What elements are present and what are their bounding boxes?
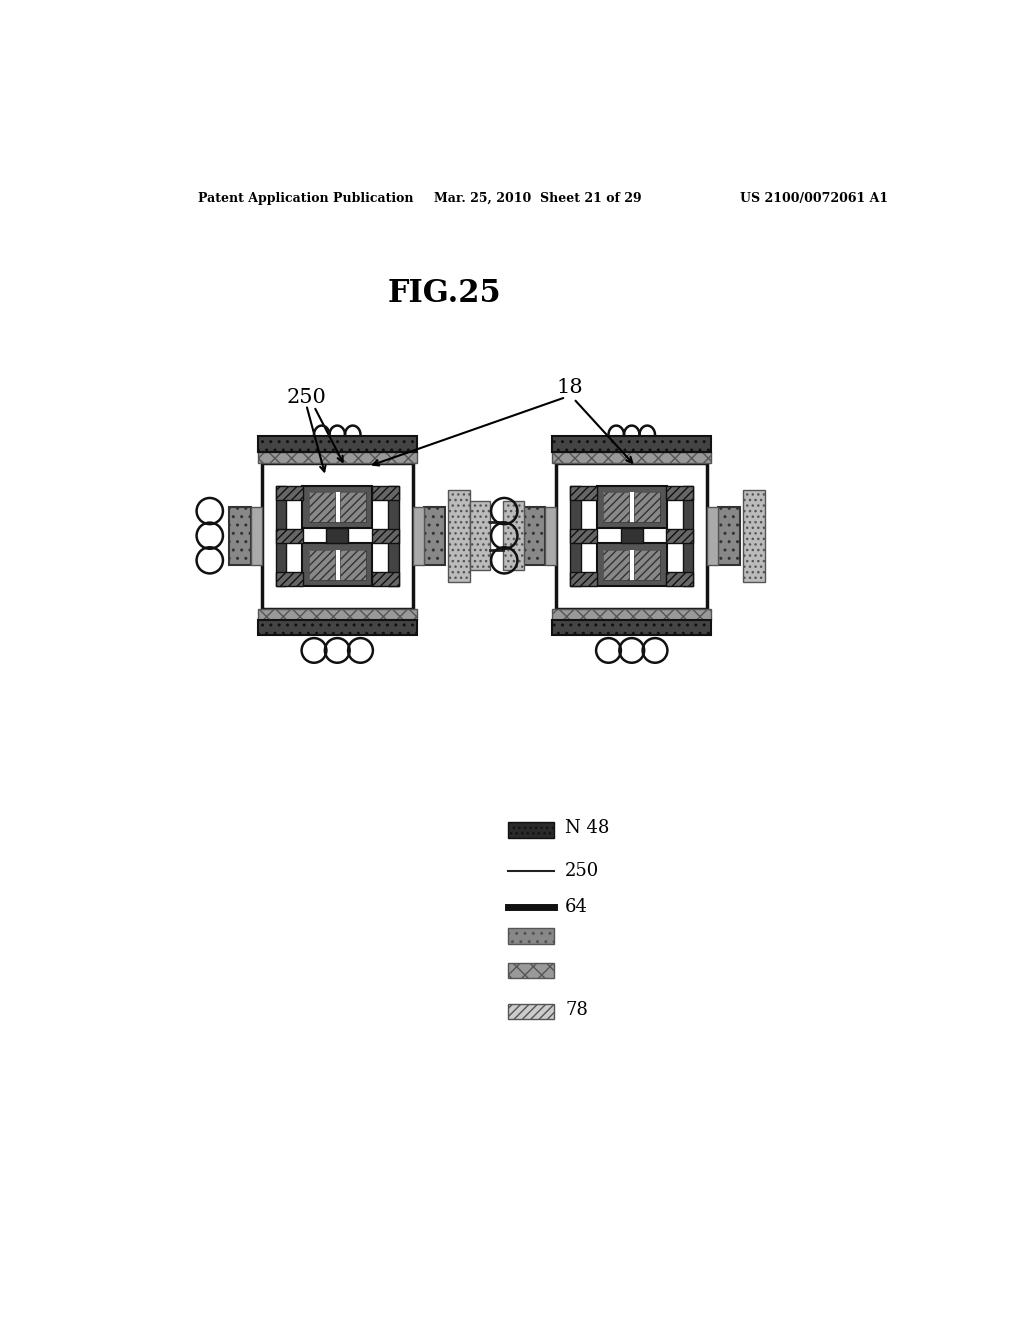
- Bar: [508, 822, 554, 838]
- Bar: [603, 549, 630, 579]
- Bar: [251, 507, 262, 565]
- Bar: [302, 486, 372, 528]
- Bar: [597, 486, 667, 528]
- Bar: [556, 462, 708, 609]
- Bar: [552, 451, 712, 462]
- Text: 18: 18: [556, 379, 583, 397]
- Bar: [275, 486, 287, 586]
- Bar: [258, 619, 417, 635]
- Bar: [413, 507, 424, 565]
- Bar: [552, 609, 712, 619]
- Bar: [275, 486, 303, 499]
- Bar: [708, 507, 718, 565]
- Text: N 48: N 48: [565, 820, 609, 837]
- Bar: [523, 507, 546, 565]
- Bar: [570, 572, 597, 586]
- Text: Patent Application Publication: Patent Application Publication: [198, 191, 414, 205]
- Bar: [552, 437, 712, 451]
- Bar: [718, 507, 740, 565]
- Bar: [308, 492, 335, 521]
- Bar: [372, 486, 399, 499]
- Bar: [258, 451, 417, 462]
- Text: US 2100/0072061 A1: US 2100/0072061 A1: [740, 191, 889, 205]
- Bar: [449, 490, 470, 582]
- Bar: [275, 529, 303, 543]
- Bar: [683, 486, 693, 586]
- Bar: [424, 507, 445, 565]
- Bar: [504, 502, 523, 570]
- Bar: [667, 486, 693, 499]
- Bar: [570, 486, 597, 499]
- Bar: [546, 507, 556, 565]
- Bar: [388, 486, 399, 586]
- Bar: [308, 549, 335, 579]
- Bar: [229, 507, 251, 565]
- Bar: [667, 529, 693, 543]
- Bar: [470, 502, 490, 570]
- Bar: [603, 492, 660, 521]
- Bar: [275, 572, 303, 586]
- Bar: [603, 549, 660, 579]
- Bar: [570, 486, 581, 586]
- Bar: [372, 572, 399, 586]
- Bar: [667, 572, 693, 586]
- Text: FIG.25: FIG.25: [388, 277, 502, 309]
- Bar: [308, 492, 366, 521]
- Bar: [570, 529, 597, 543]
- Bar: [597, 544, 667, 586]
- Bar: [258, 437, 417, 451]
- Bar: [508, 1003, 554, 1019]
- Text: 64: 64: [565, 898, 588, 916]
- Bar: [621, 528, 643, 544]
- Bar: [302, 544, 372, 586]
- Bar: [634, 549, 660, 579]
- Bar: [308, 549, 366, 579]
- Bar: [508, 928, 554, 944]
- Text: 78: 78: [565, 1001, 588, 1019]
- Bar: [743, 490, 765, 582]
- Text: 250: 250: [287, 388, 327, 407]
- Bar: [552, 619, 712, 635]
- Bar: [603, 492, 630, 521]
- Text: 250: 250: [565, 862, 599, 880]
- Bar: [340, 492, 366, 521]
- Bar: [262, 462, 413, 609]
- Bar: [327, 528, 348, 544]
- Text: Mar. 25, 2010  Sheet 21 of 29: Mar. 25, 2010 Sheet 21 of 29: [434, 191, 642, 205]
- Bar: [258, 609, 417, 619]
- Bar: [340, 549, 366, 579]
- Bar: [634, 492, 660, 521]
- Bar: [372, 529, 399, 543]
- Bar: [508, 964, 554, 978]
